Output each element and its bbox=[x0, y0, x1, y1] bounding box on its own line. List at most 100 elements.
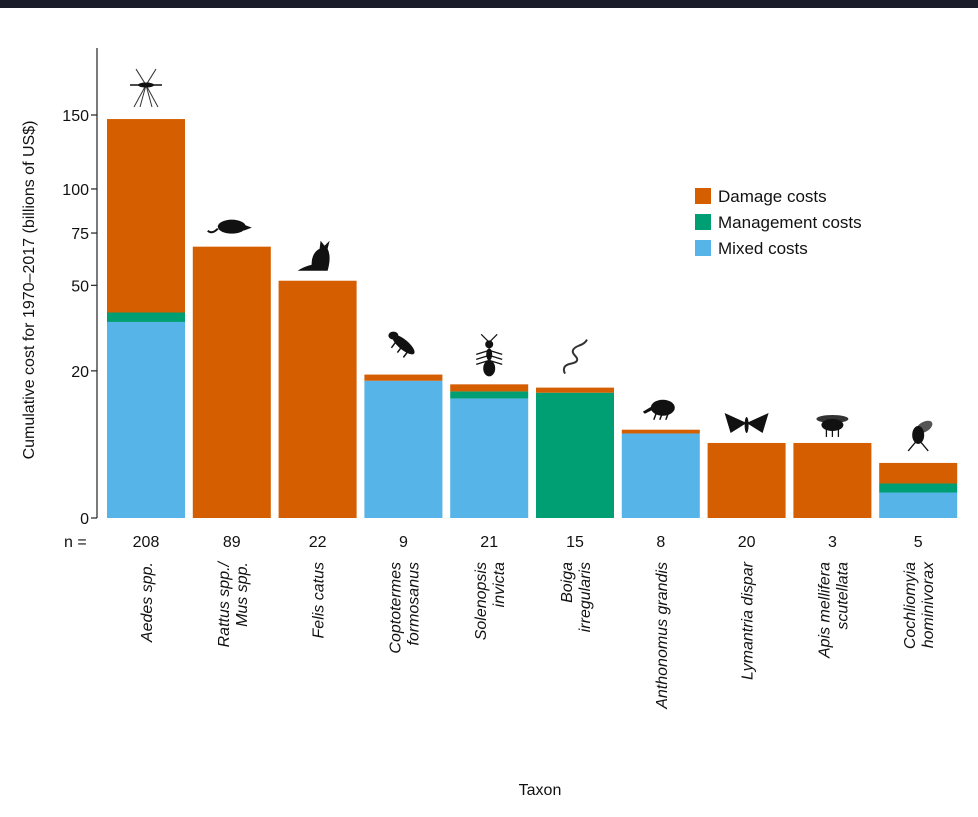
y-axis-title: Cumulative cost for 1970–2017 (billions … bbox=[21, 121, 38, 460]
bar-segment bbox=[793, 442, 872, 518]
x-axis-title: Taxon bbox=[519, 782, 562, 799]
n-count-label: 9 bbox=[399, 534, 408, 551]
bar-segment bbox=[107, 321, 185, 518]
category-label: Anthonomus grandis bbox=[654, 562, 671, 710]
bar-segment bbox=[450, 391, 529, 399]
legend-label: Damage costs bbox=[718, 187, 827, 206]
ant-icon bbox=[476, 333, 503, 377]
rat-head bbox=[243, 224, 252, 231]
bar-segment bbox=[621, 429, 700, 434]
window-top-bar bbox=[0, 0, 978, 8]
bee-icon bbox=[816, 414, 849, 437]
category-label-line: Boiga bbox=[559, 562, 576, 603]
category-label: Coptotermes formosanus bbox=[387, 562, 422, 654]
category-label-line: Mus spp. bbox=[234, 562, 251, 627]
mosquito-leg bbox=[145, 84, 159, 108]
category-label-line: Cochliomyia bbox=[902, 562, 919, 649]
n-count-label: 3 bbox=[828, 534, 837, 551]
ant-abdomen bbox=[483, 360, 496, 377]
moth-wing-right bbox=[746, 412, 769, 433]
n-count-label: 22 bbox=[309, 534, 327, 551]
taxon-icons bbox=[130, 68, 933, 452]
ant-antenna bbox=[480, 333, 490, 343]
mosquito-thorax bbox=[138, 82, 154, 88]
ant-antenna bbox=[488, 333, 498, 343]
n-count-label: 208 bbox=[133, 534, 160, 551]
ant-leg bbox=[489, 359, 503, 365]
ant-leg bbox=[489, 349, 503, 355]
legend-label: Management costs bbox=[718, 213, 862, 232]
ant-leg bbox=[476, 349, 490, 355]
n-count-label: 5 bbox=[914, 534, 923, 551]
fly-icon bbox=[907, 420, 933, 452]
legend-swatch bbox=[695, 214, 711, 230]
n-count-label: 89 bbox=[223, 534, 241, 551]
mosquito-icon bbox=[130, 68, 162, 108]
mosquito-leg bbox=[133, 84, 147, 108]
category-label-line: Lymantria dispar bbox=[740, 561, 757, 680]
moth-body bbox=[744, 416, 749, 433]
category-label: Rattus spp./Mus spp. bbox=[216, 560, 251, 647]
bar-segment bbox=[879, 492, 958, 518]
bar-segment bbox=[879, 462, 958, 484]
rat-icon bbox=[207, 219, 252, 234]
cat-body bbox=[297, 240, 330, 271]
mosquito-leg bbox=[139, 84, 147, 108]
n-count-label: 21 bbox=[480, 534, 498, 551]
bar-segment bbox=[364, 374, 443, 381]
bar-segment bbox=[707, 442, 786, 518]
fly-body bbox=[912, 425, 925, 444]
category-label: Aedes spp. bbox=[139, 562, 156, 643]
termite-icon bbox=[388, 331, 415, 358]
n-count-label: 15 bbox=[566, 534, 584, 551]
moth-icon bbox=[724, 412, 769, 433]
category-label: Solenopsis invicta bbox=[473, 562, 508, 640]
ant-head bbox=[485, 340, 494, 349]
weevil-icon bbox=[642, 399, 675, 420]
bars bbox=[107, 119, 958, 518]
category-label-line: hominivorax bbox=[920, 561, 937, 648]
termite-head bbox=[388, 331, 399, 340]
y-axis: 0 20 50 75 100 150 bbox=[62, 48, 98, 528]
bar-segment bbox=[107, 119, 185, 313]
termite-leg bbox=[390, 339, 398, 349]
category-label-line: Anthonomus grandis bbox=[654, 562, 671, 710]
category-label-line: Rattus spp./ bbox=[216, 560, 233, 647]
legend-swatch bbox=[695, 188, 711, 204]
mosquito-leg bbox=[135, 68, 147, 86]
rat-tail bbox=[207, 227, 219, 234]
snake-icon bbox=[562, 339, 588, 375]
category-label-line: irregularis bbox=[577, 562, 594, 632]
fly-leg bbox=[907, 438, 919, 452]
moth-wing-left bbox=[724, 412, 747, 433]
bar-segment bbox=[879, 483, 958, 493]
y-tick-label: 150 bbox=[62, 108, 89, 125]
category-label: Apis mellifera scutellata bbox=[816, 562, 851, 659]
ant-leg bbox=[476, 359, 490, 365]
category-label: Boiga irregularis bbox=[559, 562, 594, 632]
legend-swatch bbox=[695, 240, 711, 256]
weevil-snout bbox=[642, 405, 653, 414]
n-prefix-label: n = bbox=[64, 534, 87, 551]
weevil-leg bbox=[665, 411, 670, 420]
category-label: Lymantria dispar bbox=[740, 561, 757, 680]
fly-leg bbox=[917, 438, 929, 452]
category-label: Cochliomyia hominivorax bbox=[902, 561, 937, 649]
category-label: Felis catus bbox=[311, 562, 328, 638]
y-tick-label: 0 bbox=[80, 511, 89, 528]
category-label-line: formosanus bbox=[405, 562, 422, 646]
category-label-line: scutellata bbox=[834, 562, 851, 630]
y-tick-label: 75 bbox=[71, 226, 89, 243]
mosquito-leg bbox=[145, 84, 153, 108]
snake-body bbox=[562, 339, 588, 375]
category-label-line: Apis mellifera bbox=[816, 562, 833, 659]
ant-leg bbox=[489, 354, 503, 360]
y-tick-label: 50 bbox=[71, 278, 89, 295]
bar-segment bbox=[278, 280, 357, 518]
category-label-line: Solenopsis bbox=[473, 562, 490, 640]
bee-body bbox=[821, 418, 844, 431]
bar-segment bbox=[536, 387, 614, 393]
rat-body bbox=[217, 219, 246, 234]
ant-leg bbox=[476, 354, 490, 360]
